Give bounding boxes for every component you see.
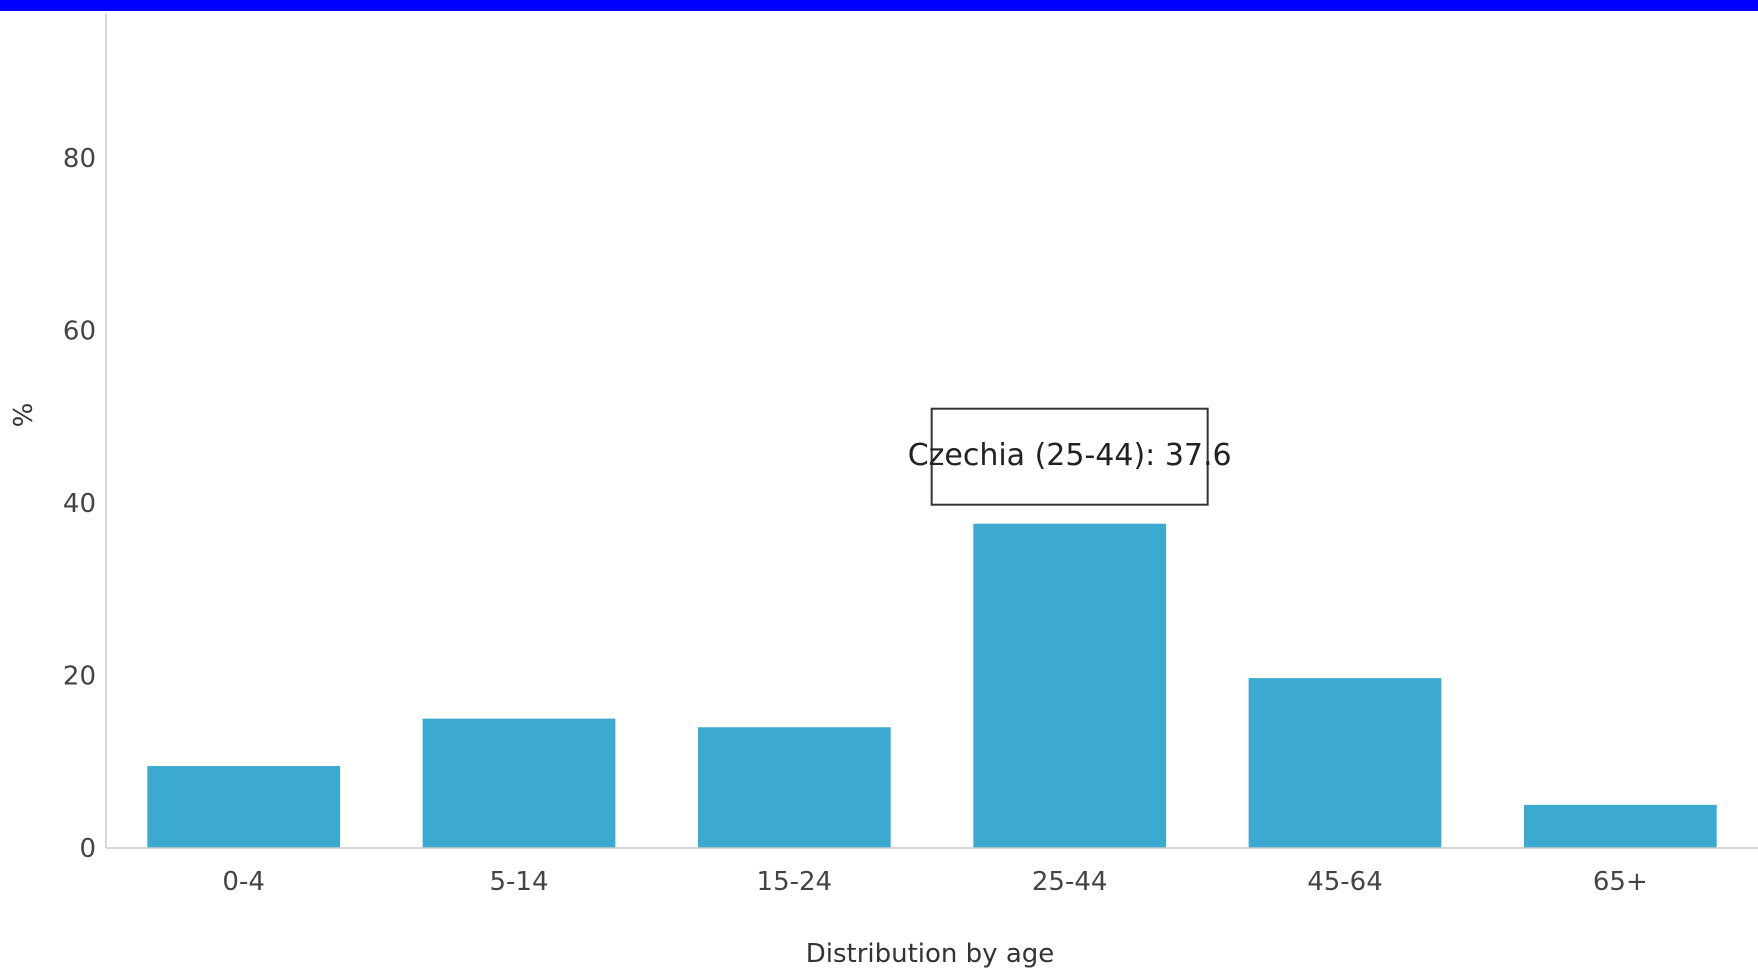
bar-65+ [1523,804,1717,848]
tooltip-box [930,407,1209,506]
x-tick-label: 0-4 [222,867,264,897]
x-axis-title: Distribution by age [806,939,1055,969]
x-tick-label: 15-24 [757,867,833,897]
y-axis-title: % [9,403,39,428]
bar-25-44 [973,523,1167,848]
bar-45-64 [1248,678,1442,848]
tooltip: Czechia (25-44): 37.6 [908,407,1232,506]
x-tick-label: 65+ [1593,867,1648,897]
tooltip-text: Czechia (25-44): 37.6 [908,438,1232,473]
bar-0-4 [147,766,341,848]
x-tick-label: 25-44 [1032,867,1108,897]
x-tick-label: 45-64 [1307,867,1383,897]
bar-5-14 [422,718,616,848]
y-tick-label: 20 [63,662,96,692]
y-tick-label: 40 [63,489,96,519]
plot-area: 0 20 40 60 80% 0-4 5-14 15-24 25-44 45-64 65+ Distr… [9,14,1758,969]
x-tick-label: 5-14 [489,867,548,897]
bar-15-24 [697,727,891,848]
y-tick-label: 0 [79,834,96,864]
top-bar [0,0,1758,11]
y-tick-label: 80 [63,144,96,174]
y-tick-label: 60 [63,317,96,347]
